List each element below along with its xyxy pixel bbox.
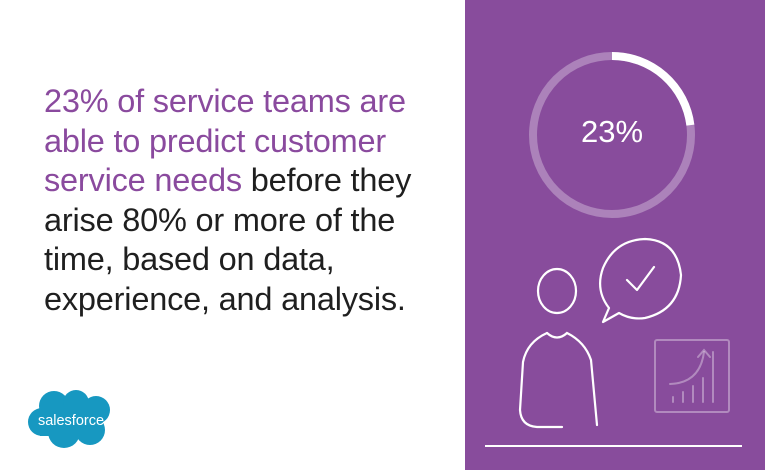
stat-percentage: 23% [580, 114, 644, 149]
statement: 23% of service teams are able to predict… [44, 82, 459, 319]
speech-bubble-check-icon [598, 237, 683, 324]
statement-highlight: 23% of service teams are able to predict… [44, 83, 406, 198]
progress-ring [529, 52, 695, 218]
ring-fill [611, 52, 695, 126]
logo-text: salesforce [38, 413, 104, 429]
salesforce-logo: salesforce [24, 388, 116, 450]
person-icon [518, 267, 599, 429]
text-panel: 23% of service teams are able to predict… [24, 82, 459, 450]
statement-rest: before they arise 80% or more of the tim… [44, 162, 412, 317]
illustration-panel: 23% [465, 0, 765, 470]
growth-chart-icon [654, 339, 730, 413]
